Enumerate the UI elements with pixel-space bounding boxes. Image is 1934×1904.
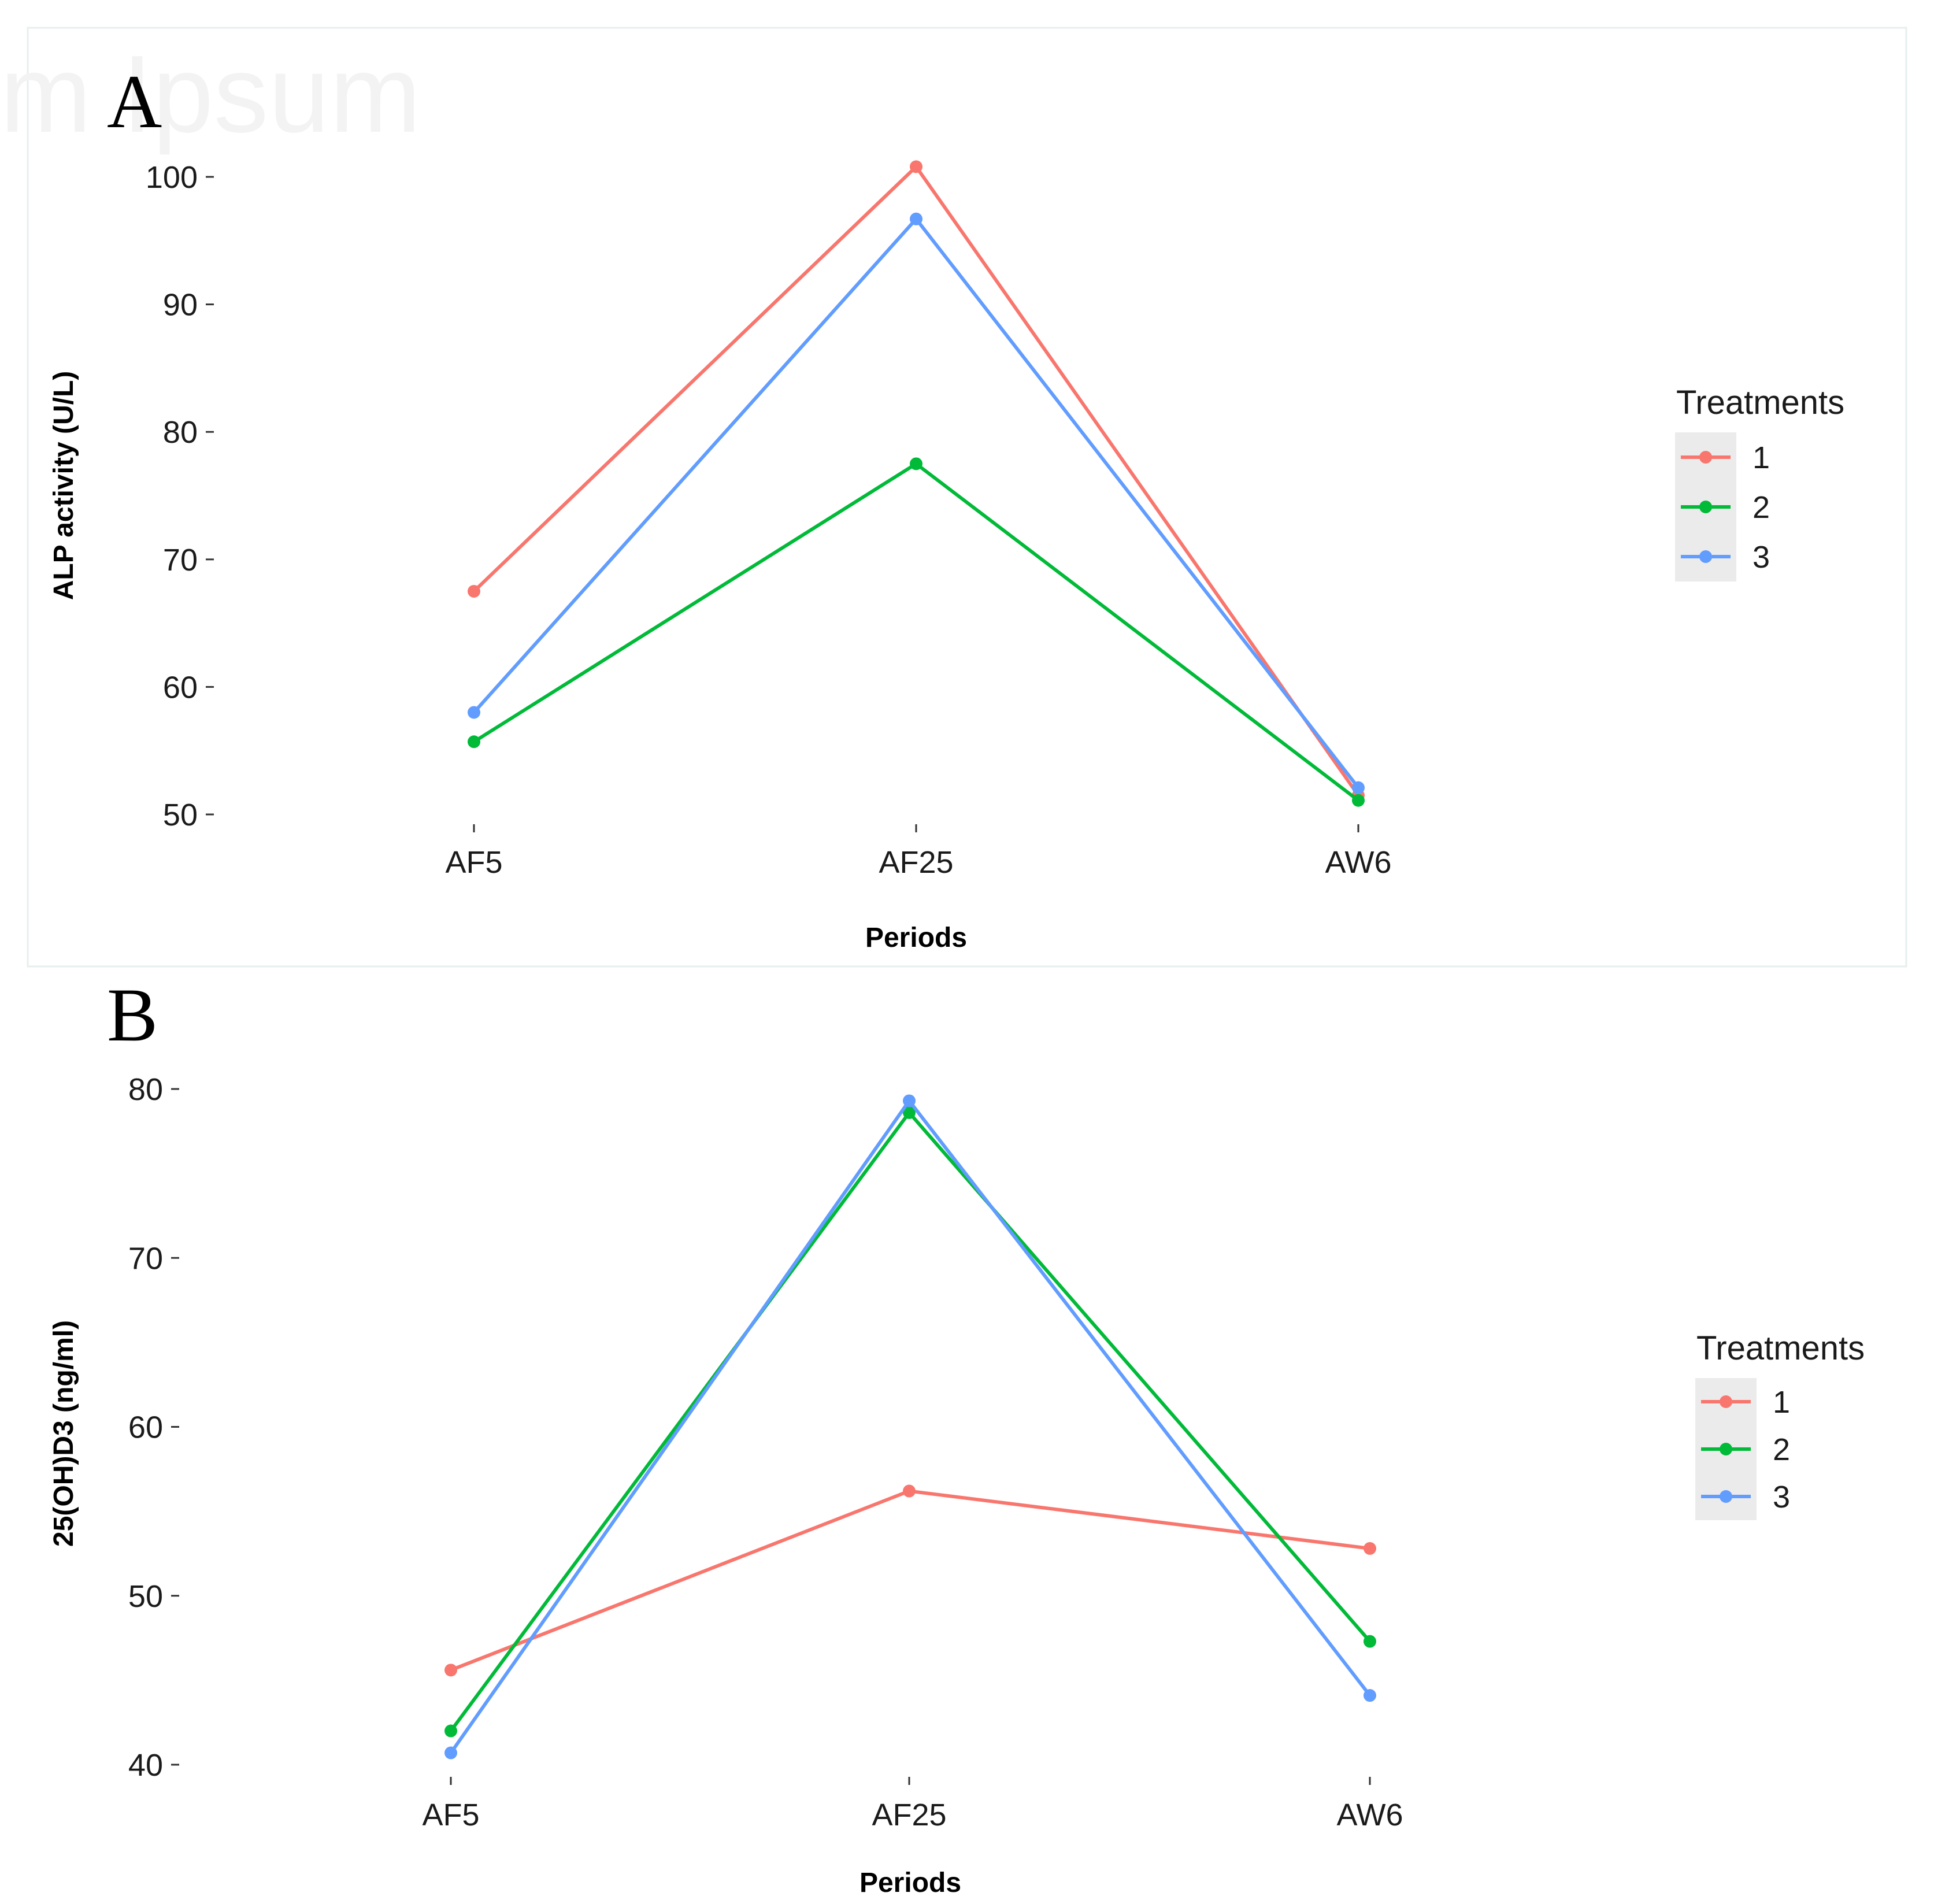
chart-a: 50 60 70 80 90 100 AF5 AF25 AW6 Periods ALP activi… xyxy=(49,160,1844,953)
x-tick-label: AW6 xyxy=(1325,845,1391,880)
watermark: m Ipsum xyxy=(0,33,421,155)
legend-point-1 xyxy=(1720,1395,1732,1408)
panel-a-frame xyxy=(27,27,1907,968)
y-tick-label: 100 xyxy=(146,160,198,195)
y-tick-label: 70 xyxy=(128,1241,163,1276)
data-point-2 xyxy=(1364,1635,1376,1648)
data-point-3 xyxy=(1364,1689,1376,1702)
data-point-3 xyxy=(468,706,480,719)
legend-title: Treatments xyxy=(1696,1329,1865,1367)
x-tick-label: AF25 xyxy=(872,1798,946,1832)
data-point-2 xyxy=(910,457,922,471)
data-point-3 xyxy=(1352,781,1365,794)
y-tick-label: 80 xyxy=(128,1072,163,1107)
y-tick-label: 80 xyxy=(163,415,198,450)
data-point-1 xyxy=(444,1664,457,1677)
legend-title: Treatments xyxy=(1676,384,1844,421)
data-point-2 xyxy=(468,735,480,749)
y-tick-label: 60 xyxy=(163,670,198,705)
data-point-2 xyxy=(444,1724,457,1738)
x-tick-label: AF25 xyxy=(879,845,953,880)
legend-label-3: 3 xyxy=(1773,1480,1790,1514)
chart-b: 40 50 60 70 80 AF5 AF25 AW6 Periods 25(OH)D3 (ng/… xyxy=(49,1072,1865,1898)
legend-point-3 xyxy=(1720,1490,1732,1503)
legend-label-3: 3 xyxy=(1753,540,1770,575)
y-tick-label: 60 xyxy=(128,1410,163,1445)
panel-b-letter: B xyxy=(107,972,158,1057)
data-point-2 xyxy=(903,1106,916,1119)
series-line-3 xyxy=(449,1098,1372,1754)
legend-label-2: 2 xyxy=(1773,1432,1790,1467)
data-point-3 xyxy=(903,1094,916,1107)
legend-label-2: 2 xyxy=(1753,490,1770,525)
y-tick-label: 70 xyxy=(163,543,198,577)
series-line-3 xyxy=(472,216,1360,789)
legend-label-1: 1 xyxy=(1753,440,1770,475)
y-axis-title: 25(OH)D3 (ng/ml) xyxy=(49,1320,79,1547)
legend-label-1: 1 xyxy=(1773,1385,1790,1420)
x-tick-label: AW6 xyxy=(1336,1798,1403,1832)
legend-point-2 xyxy=(1699,501,1712,513)
series-line-2 xyxy=(473,461,1359,802)
legend-point-1 xyxy=(1699,451,1712,464)
y-tick-label: 40 xyxy=(128,1748,163,1783)
x-tick-label: AF5 xyxy=(422,1798,479,1832)
data-point-1 xyxy=(1364,1542,1376,1555)
x-tick-label: AF5 xyxy=(445,845,502,880)
data-point-3 xyxy=(910,212,922,225)
y-tick-label: 50 xyxy=(163,798,198,832)
series-line-2 xyxy=(449,1110,1372,1732)
data-point-1 xyxy=(468,584,480,598)
legend-point-3 xyxy=(1699,550,1712,563)
data-point-1 xyxy=(910,160,922,173)
y-tick-label: 90 xyxy=(163,288,198,323)
data-point-3 xyxy=(444,1746,457,1759)
data-point-2 xyxy=(1352,794,1365,807)
x-axis-title: Periods xyxy=(865,923,967,953)
legend-point-2 xyxy=(1720,1443,1732,1455)
panel-a-letter: A xyxy=(107,59,162,144)
x-axis-title: Periods xyxy=(859,1868,961,1898)
data-point-1 xyxy=(903,1484,916,1498)
y-tick-label: 50 xyxy=(128,1579,163,1614)
y-axis-title: ALP activity (U/L) xyxy=(49,371,79,601)
